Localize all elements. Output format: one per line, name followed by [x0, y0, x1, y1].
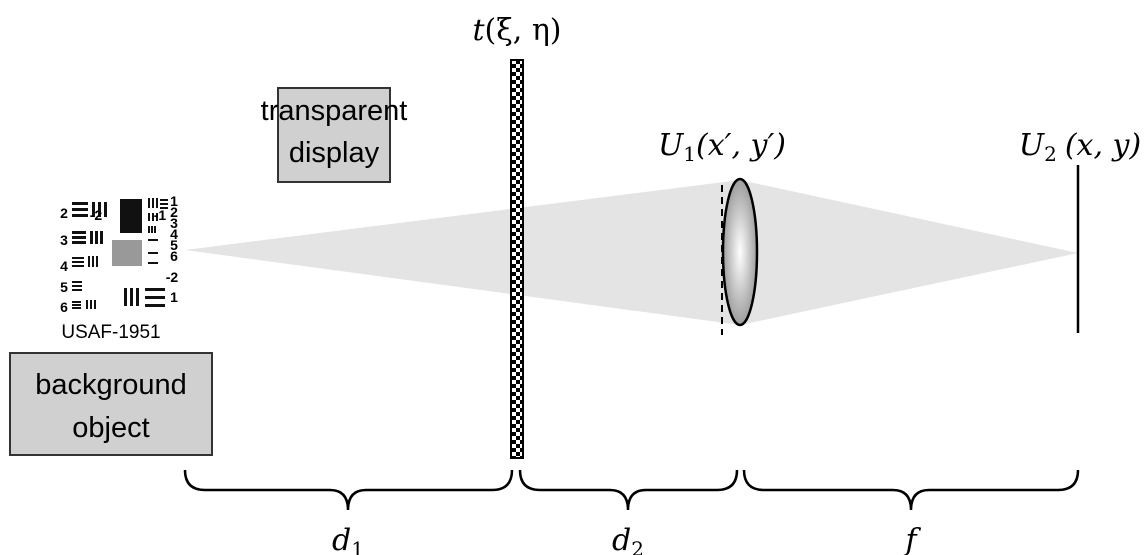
beam — [740, 180, 1078, 325]
brace — [742, 469, 1080, 511]
target-caption: USAF-1951 — [61, 322, 160, 343]
display-label: t(ξ, η) — [472, 13, 561, 48]
box — [9, 352, 213, 456]
distance-label: f — [903, 523, 921, 555]
transparent-display-plane — [510, 59, 524, 459]
target-label: -2 — [90, 207, 103, 223]
target-label: 5 — [60, 279, 68, 295]
target-label: 4 — [170, 226, 178, 242]
usaf-target — [72, 198, 168, 309]
box — [277, 87, 391, 183]
target-label: 1 — [170, 289, 178, 305]
lens — [721, 177, 759, 327]
box-text: transparent — [261, 95, 408, 127]
brace — [183, 469, 514, 511]
target-label: 4 — [60, 258, 68, 274]
target-label: 3 — [170, 215, 178, 231]
target-label: 6 — [170, 248, 178, 264]
target-label: 5 — [170, 237, 178, 253]
braces — [183, 469, 1080, 511]
target-label: 2 — [60, 205, 68, 221]
distance-label: d1 — [332, 523, 364, 555]
target-label: 3 — [60, 232, 68, 248]
target-label: -1 — [154, 207, 167, 223]
u2-label: U2 (x, y) — [1019, 128, 1141, 166]
target-label: -2 — [166, 269, 179, 285]
target-label: 2 — [170, 204, 178, 220]
box-text: background — [35, 369, 187, 401]
target-label: 6 — [60, 299, 68, 315]
distance-label: d2 — [612, 523, 644, 555]
target-label: 1 — [170, 193, 178, 209]
beam — [185, 180, 740, 325]
brace — [518, 469, 739, 511]
box-text: object — [72, 412, 149, 444]
box-text: display — [289, 137, 380, 169]
u1-label: U1(x′, y′) — [658, 128, 786, 166]
